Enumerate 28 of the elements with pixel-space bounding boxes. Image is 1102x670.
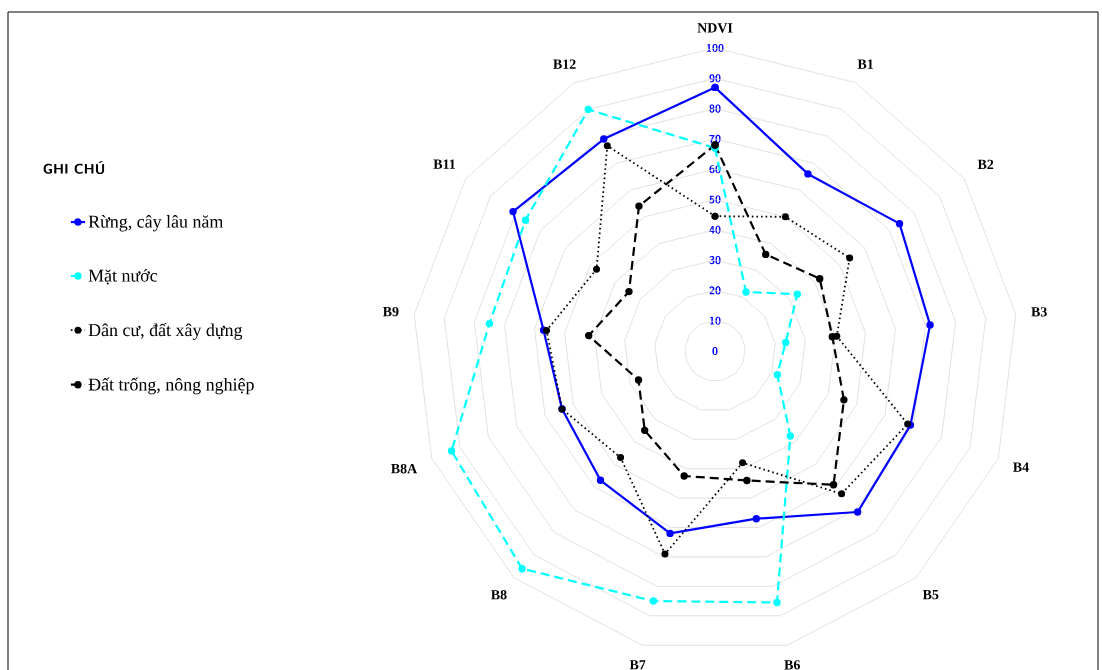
spoke-label: B8A	[391, 463, 418, 474]
y-tick-label: 40	[709, 225, 721, 234]
legend-label: Rừng, cây lâu năm	[88, 215, 224, 232]
legend-label: Mặt nước	[88, 269, 158, 285]
y-tick-label: 80	[709, 104, 721, 113]
spoke-label: B5	[922, 590, 939, 600]
spoke-label: B11	[433, 159, 456, 169]
y-tick-label: 100	[706, 43, 724, 53]
spoke-label: B1	[857, 59, 874, 69]
spoke-label: B4	[1013, 462, 1029, 472]
y-tick-label: 0	[712, 346, 718, 356]
y-tick-label: 10	[709, 316, 721, 325]
y-tick-label: 50	[709, 195, 721, 204]
y-tick-label: 30	[709, 256, 721, 265]
spoke-label: B3	[1031, 307, 1047, 317]
spoke-label: B8	[491, 590, 507, 600]
spoke-label: B6	[784, 660, 800, 670]
spoke-label: B7	[629, 660, 646, 670]
y-tick-label: 70	[709, 134, 721, 143]
y-tick-label: 20	[709, 286, 721, 295]
legend-label: Đất trống, nông nghiệp	[88, 377, 254, 395]
y-tick-label: 90	[709, 74, 721, 83]
spoke-label: B9	[382, 306, 399, 317]
spoke-label: B12	[553, 59, 576, 69]
legend-title: GHI CHÚ	[43, 161, 105, 174]
spoke-label: NDVI	[697, 23, 733, 33]
spoke-label: B2	[977, 159, 994, 169]
legend-label: Dân cư, đất xây dựng	[88, 322, 243, 340]
